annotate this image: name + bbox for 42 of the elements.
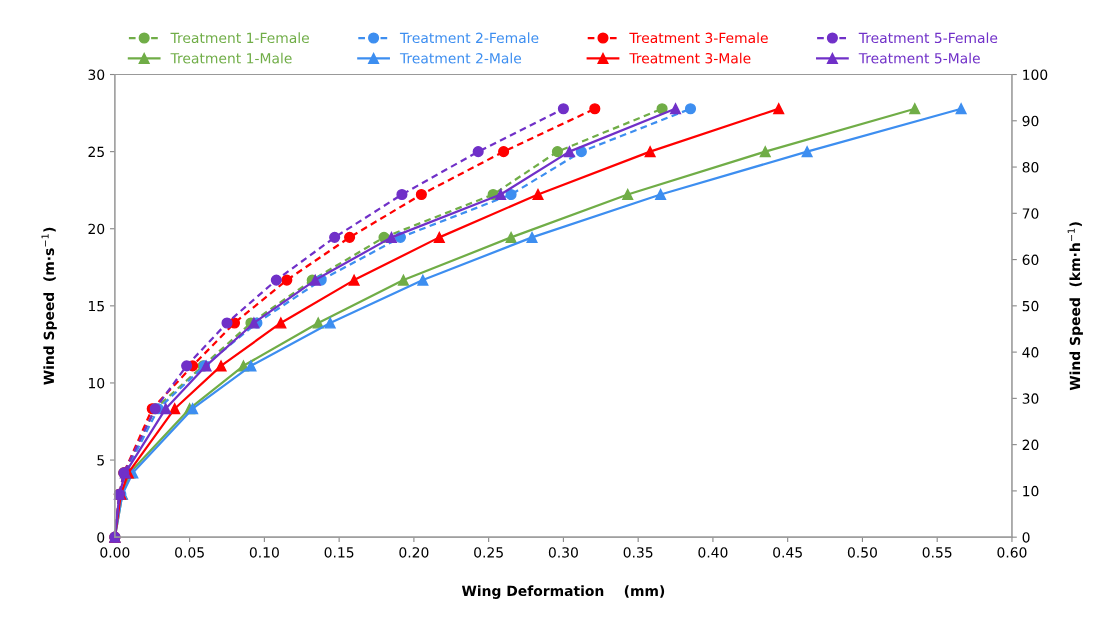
y2-tick-label: 50 (1022, 300, 1039, 312)
y-tick-label: 25 (88, 146, 104, 158)
legend-label: Treatment 5-Female (858, 32, 998, 44)
y-axis-title: Wind Speed (m·s$^{−1}$) (41, 227, 57, 385)
legend-label: Treatment 5-Male (858, 52, 980, 64)
x-tick-label: 0.55 (922, 547, 952, 558)
x-tick-label: 0.25 (474, 547, 503, 558)
y2-tick-label: 40 (1022, 347, 1039, 358)
legend-label: Treatment 3-Female (629, 32, 768, 44)
x-tick-label: 0.10 (249, 547, 279, 558)
y2-tick-label: 70 (1022, 208, 1039, 219)
x-tick-label: 0.60 (997, 547, 1027, 558)
legend-label: Treatment 2-Female (399, 32, 539, 44)
x-tick-label: 0.15 (324, 547, 354, 558)
y2-tick-label: 60 (1022, 254, 1039, 266)
x-tick-label: 0.35 (623, 547, 653, 558)
x-tick-label: 0.00 (100, 547, 130, 558)
y2-axis-title: Wind Speed (km·h$^{−1}$) (1067, 222, 1083, 391)
y-tick-label: 0 (97, 532, 105, 543)
y-tick-label: 10 (89, 377, 105, 389)
x-axis-title: Wing Deformation (mm) (461, 585, 665, 599)
y2-tick-label: 10 (1023, 485, 1039, 497)
legend-label: Treatment 1-Male (170, 52, 292, 64)
x-tick-label: 0.50 (847, 547, 877, 558)
y-tick-label: 30 (88, 69, 105, 80)
legend-label: Treatment 2-Male (399, 52, 522, 64)
x-tick-label: 0.40 (698, 547, 728, 558)
x-tick-label: 0.20 (399, 547, 429, 558)
x-tick-label: 0.05 (175, 547, 204, 558)
legend-label: Treatment 3-Male (629, 52, 751, 64)
x-tick-label: 0.30 (548, 547, 578, 558)
y2-tick-label: 100 (1023, 69, 1048, 80)
y2-tick-label: 0 (1022, 532, 1030, 543)
y-tick-label: 15 (89, 300, 104, 312)
y2-tick-label: 90 (1022, 115, 1039, 127)
x-tick-label: 0.45 (773, 547, 802, 558)
y2-tick-label: 80 (1022, 162, 1039, 173)
y-tick-label: 5 (97, 455, 104, 466)
y-tick-label: 20 (88, 223, 105, 235)
y2-tick-label: 30 (1022, 393, 1039, 404)
y2-tick-label: 20 (1022, 439, 1039, 451)
legend-label: Treatment 1-Female (170, 32, 309, 44)
